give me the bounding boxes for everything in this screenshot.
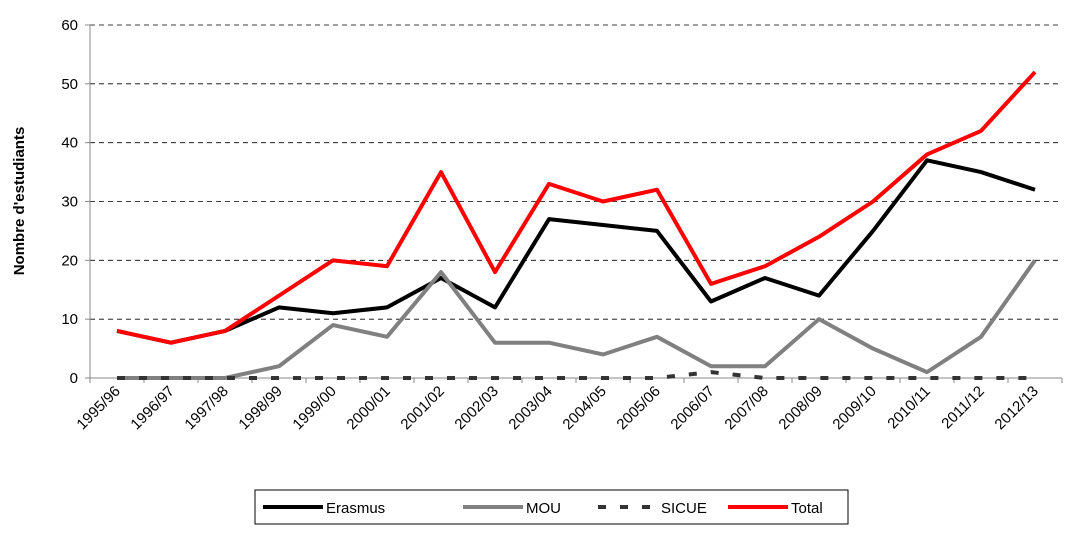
- x-tick-label: 2003/04: [505, 383, 555, 433]
- y-tick-label: 50: [61, 76, 78, 93]
- x-tick-label: 1996/97: [127, 383, 177, 433]
- x-tick-label: 2006/07: [667, 383, 717, 433]
- x-tick-label: 2002/03: [451, 383, 501, 433]
- x-tick-label: 1999/00: [289, 383, 339, 433]
- data-line: [116, 70, 1037, 345]
- x-tick-label: 2008/09: [775, 383, 825, 433]
- x-tick-label: 1998/99: [235, 383, 285, 433]
- x-tick-label: 2011/12: [938, 383, 988, 433]
- legend-label: Erasmus: [326, 500, 385, 517]
- x-tick-label: 2001/02: [397, 383, 447, 433]
- x-tick-label: 1997/98: [181, 383, 231, 433]
- y-axis-label: Nombre d'estudiants: [11, 127, 28, 276]
- x-tick-label: 2000/01: [343, 383, 393, 433]
- x-tick-label: 2009/10: [829, 383, 879, 433]
- x-tick-label: 2010/11: [884, 383, 934, 433]
- x-tick-label: 2005/06: [613, 383, 663, 433]
- y-tick-label: 20: [61, 252, 78, 269]
- y-tick-label: 40: [61, 135, 78, 152]
- legend-label: SICUE: [661, 500, 707, 517]
- y-tick-label: 60: [61, 17, 78, 34]
- y-tick-label: 10: [61, 311, 78, 328]
- x-tick-label: 1995/96: [73, 383, 123, 433]
- legend-label: Total: [791, 500, 823, 517]
- x-tick-label: 2004/05: [559, 383, 609, 433]
- y-tick-label: 30: [61, 194, 78, 211]
- x-tick-label: 2007/08: [721, 383, 771, 433]
- data-line: [116, 158, 1036, 345]
- y-tick-label: 0: [70, 370, 78, 387]
- legend-label: MOU: [526, 500, 561, 517]
- data-line: [117, 259, 1037, 380]
- x-tick-label: 2012/13: [991, 383, 1041, 433]
